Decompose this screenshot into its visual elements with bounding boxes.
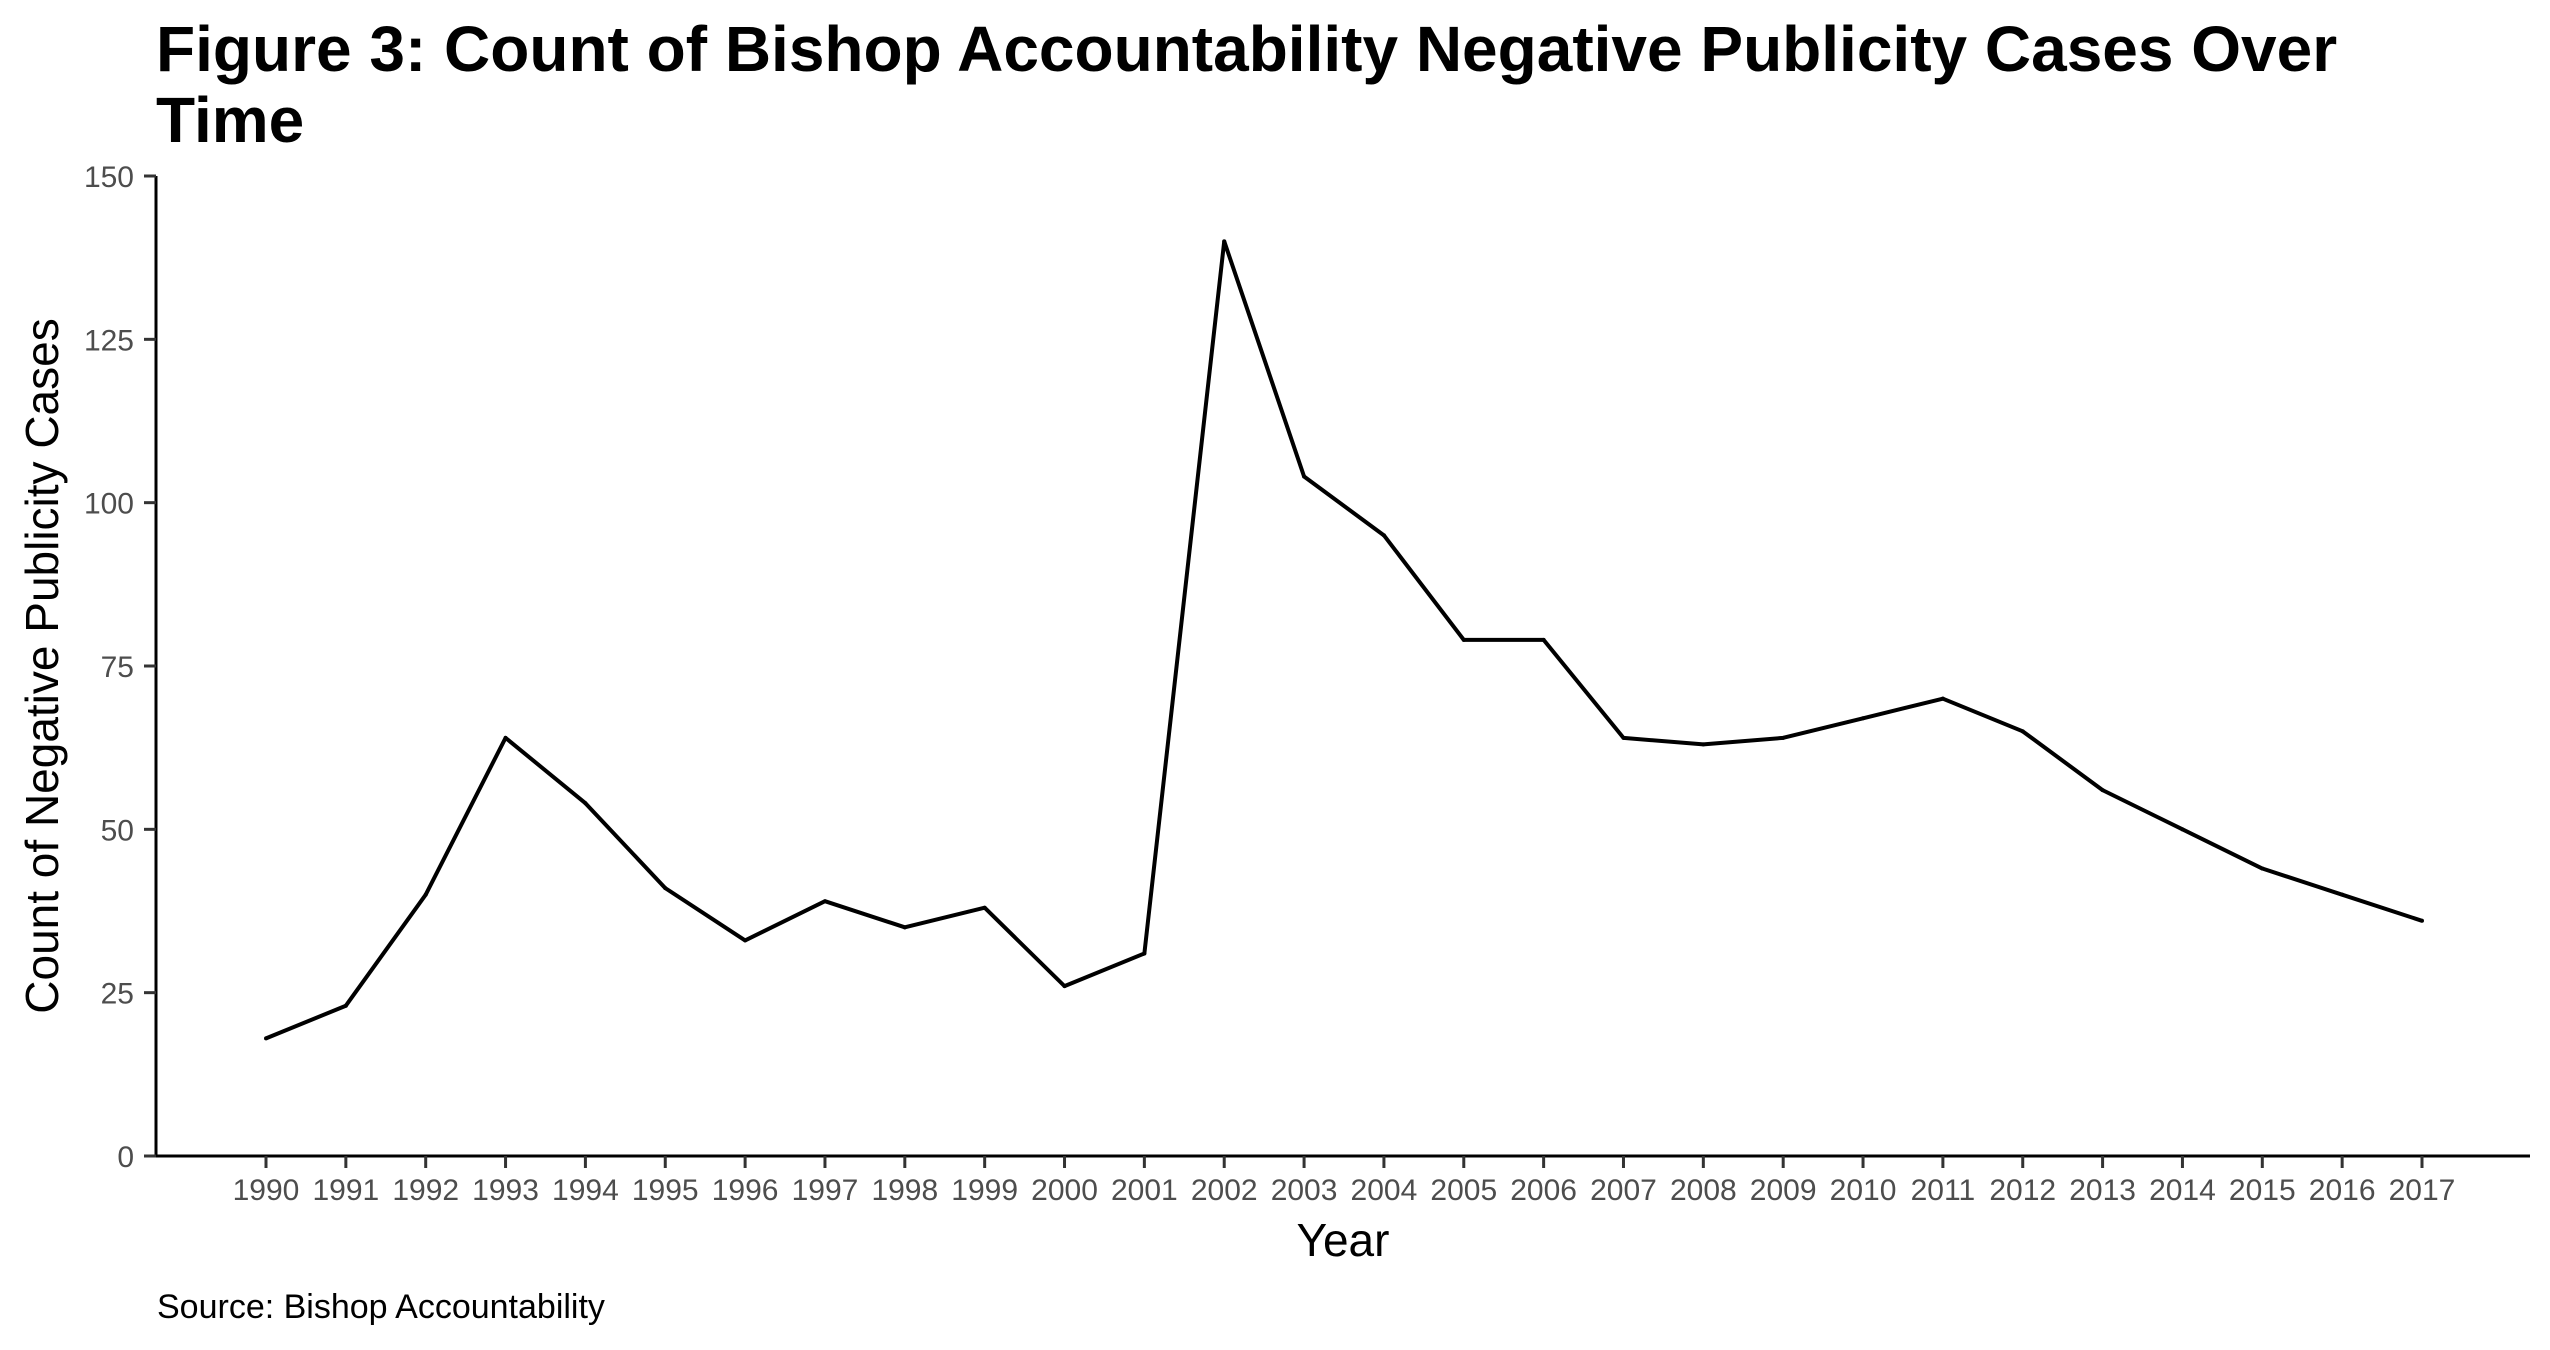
- chart-title: Figure 3: Count of Bishop Accountability…: [156, 13, 2338, 156]
- data-point: [1940, 696, 1945, 701]
- x-tick-label: 2004: [1351, 1174, 1418, 1207]
- x-tick-label: 2012: [1989, 1174, 2056, 1207]
- x-tick-label: 2009: [1750, 1174, 1817, 1207]
- y-tick-label: 75: [101, 651, 134, 684]
- data-point: [583, 801, 588, 806]
- data-point: [663, 886, 668, 891]
- x-axis-title: Year: [1297, 1214, 1390, 1266]
- x-tick-label: 1993: [472, 1174, 539, 1207]
- y-tick-label: 100: [84, 488, 134, 521]
- data-point: [1781, 735, 1786, 740]
- data-point: [1222, 239, 1227, 244]
- data-point: [1461, 637, 1466, 642]
- data-point: [982, 905, 987, 910]
- x-tick-label: 2005: [1430, 1174, 1497, 1207]
- x-tick-label: 1992: [392, 1174, 459, 1207]
- data-point: [1062, 984, 1067, 989]
- data-point: [902, 925, 907, 930]
- y-axis-title: Count of Negative Publicity Cases: [16, 318, 68, 1013]
- x-tick-label: 2014: [2149, 1174, 2216, 1207]
- data-point: [2340, 892, 2345, 897]
- x-tick-label: 2003: [1271, 1174, 1338, 1207]
- x-tick-label: 1994: [552, 1174, 619, 1207]
- x-ticks: 1990 1991 1992 1993 1994 1995 1996 1997 1998 1999…: [233, 1156, 2456, 1207]
- x-tick-label: 2001: [1111, 1174, 1178, 1207]
- series-line: [265, 239, 2423, 1041]
- x-axis: 1990 1991 1992 1993 1994 1995 1996 1997 1998 1999…: [156, 1154, 2530, 1207]
- x-tick-label: 1999: [951, 1174, 1018, 1207]
- data-point: [2180, 827, 2185, 832]
- data-point: [743, 938, 748, 943]
- y-ticks: 0 25 50 75 100 125 150: [84, 161, 156, 1174]
- y-axis: 0 25 50 75 100 125 150: [84, 161, 158, 1174]
- y-tick-label: 0: [117, 1141, 134, 1174]
- x-tick-label: 1997: [792, 1174, 859, 1207]
- data-point: [343, 1003, 348, 1008]
- data-point: [423, 892, 428, 897]
- data-point: [1381, 533, 1386, 538]
- y-tick-label: 150: [84, 161, 134, 194]
- data-point: [1541, 637, 1546, 642]
- series-group: [264, 239, 2424, 1041]
- data-point: [2420, 918, 2424, 923]
- y-tick-label: 25: [101, 978, 134, 1011]
- source-caption: Source: Bishop Accountability: [157, 1288, 605, 1326]
- x-tick-label: 1996: [712, 1174, 779, 1207]
- x-tick-label: 1991: [312, 1174, 379, 1207]
- y-tick-label: 125: [84, 324, 134, 357]
- data-point: [1302, 474, 1307, 479]
- data-point: [2020, 729, 2025, 734]
- x-tick-label: 2002: [1191, 1174, 1258, 1207]
- data-point: [264, 1036, 268, 1041]
- data-point: [822, 899, 827, 904]
- x-tick-label: 1990: [233, 1174, 300, 1207]
- x-tick-label: 2016: [2309, 1174, 2376, 1207]
- x-tick-label: 2008: [1670, 1174, 1737, 1207]
- data-point: [503, 735, 508, 740]
- x-tick-label: 2000: [1031, 1174, 1098, 1207]
- x-tick-label: 1995: [632, 1174, 699, 1207]
- x-tick-label: 2011: [1911, 1174, 1976, 1207]
- x-tick-label: 2015: [2229, 1174, 2296, 1207]
- x-tick-label: 2010: [1830, 1174, 1897, 1207]
- data-point: [2100, 788, 2105, 793]
- data-point: [1701, 742, 1706, 747]
- x-tick-label: 2006: [1510, 1174, 1577, 1207]
- data-point: [1142, 951, 1147, 956]
- y-tick-label: 50: [101, 814, 134, 847]
- data-point: [2260, 866, 2265, 871]
- x-tick-label: 2007: [1590, 1174, 1657, 1207]
- x-tick-label: 1998: [871, 1174, 938, 1207]
- data-point: [1861, 716, 1866, 721]
- x-tick-label: 2017: [2389, 1174, 2456, 1207]
- data-point: [1621, 735, 1626, 740]
- x-tick-label: 2013: [2069, 1174, 2136, 1207]
